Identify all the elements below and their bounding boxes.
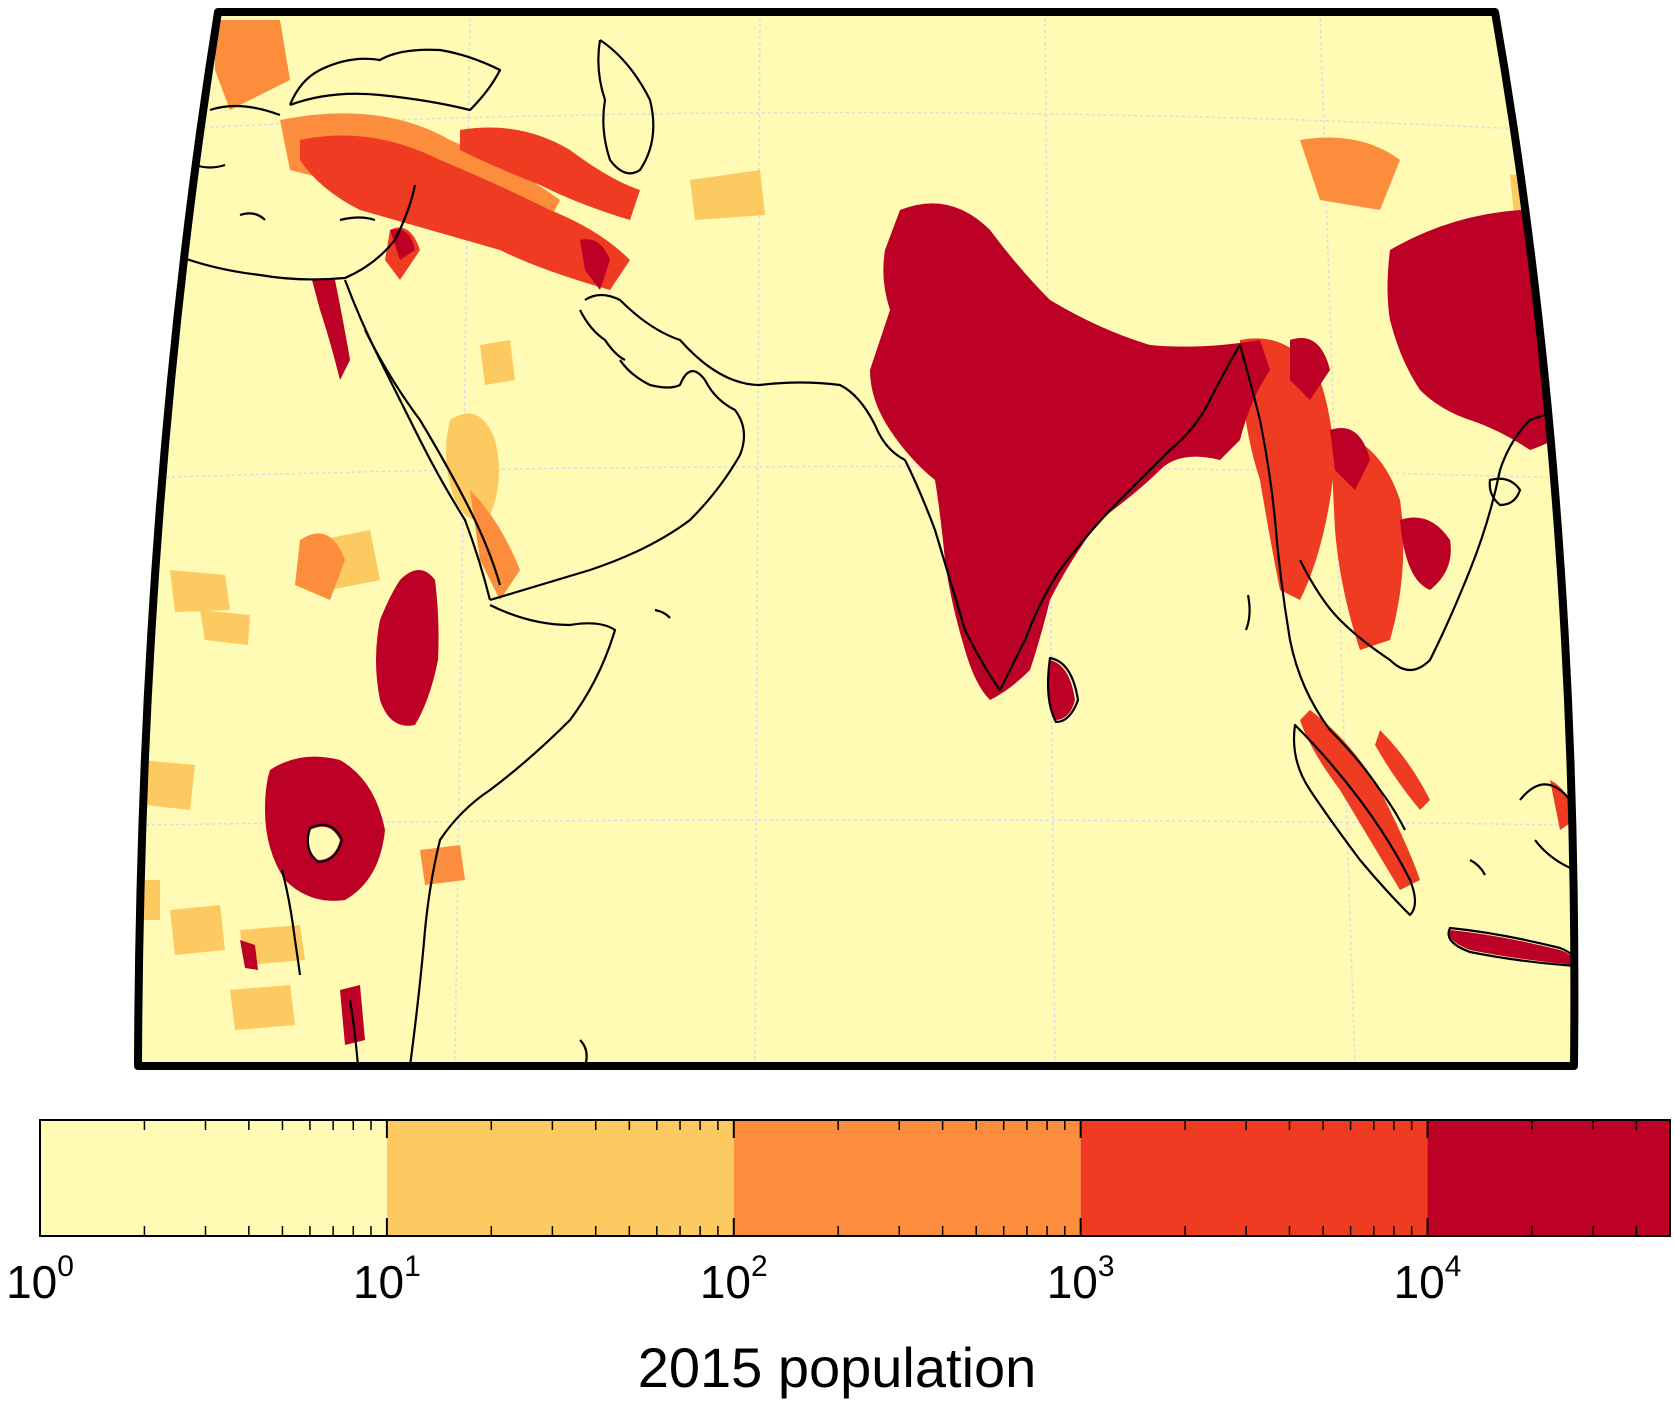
colorbar-tick-label-2: 102 <box>699 1250 768 1309</box>
colorbar-bin-4 <box>1427 1120 1670 1236</box>
tick-base: 10 <box>352 1256 405 1308</box>
population-10000-plus <box>240 203 1575 1045</box>
colorbar-tick-label-1: 101 <box>352 1250 421 1309</box>
tick-exponent: 0 <box>57 1249 74 1283</box>
ethiopia-dense-region <box>376 570 439 726</box>
tick-base: 10 <box>6 1256 58 1308</box>
tick-exponent: 4 <box>1444 1249 1462 1283</box>
colorbar-tick-label-3: 103 <box>1046 1250 1115 1309</box>
colorbar <box>39 1119 1671 1237</box>
tick-base: 10 <box>1393 1256 1445 1308</box>
tick-exponent: 2 <box>751 1249 768 1283</box>
tick-exponent: 3 <box>1097 1249 1115 1283</box>
colorbar-bin-0 <box>40 1120 387 1236</box>
lake-victoria-dense-region <box>265 756 385 901</box>
tick-exponent: 1 <box>404 1249 421 1283</box>
colorbar-bin-1 <box>386 1120 734 1236</box>
colorbar-bin-3 <box>1080 1120 1428 1236</box>
population-map <box>134 8 1579 1070</box>
colorbar-bin-2 <box>733 1120 1081 1236</box>
map-frame <box>134 8 1579 1070</box>
java-dense-region <box>1449 930 1575 965</box>
tick-base: 10 <box>699 1256 752 1308</box>
colorbar-frame <box>39 1119 1671 1237</box>
colorbar-tick-label-4: 104 <box>1393 1250 1462 1309</box>
coastlines <box>174 39 1575 1066</box>
tick-base: 10 <box>1046 1256 1098 1308</box>
map-background <box>138 12 1575 1066</box>
colorbar-title: 2015 population <box>637 1336 1037 1399</box>
india-dense-region <box>870 203 1270 701</box>
colorbar-tick-label-0: 100 <box>6 1250 74 1309</box>
